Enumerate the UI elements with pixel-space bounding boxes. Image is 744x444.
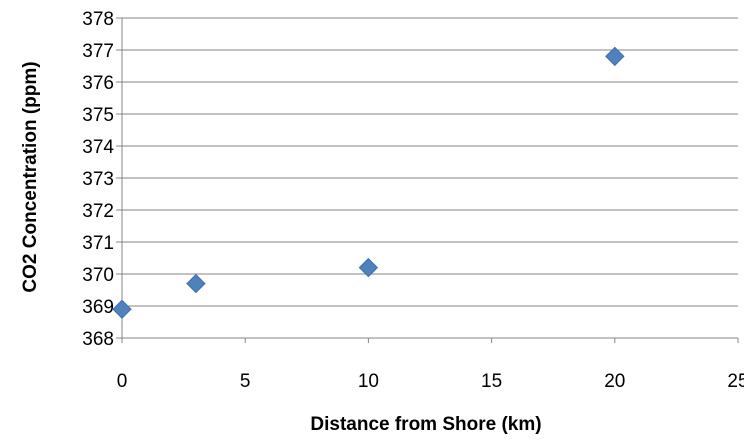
data-point-diamond <box>186 273 206 294</box>
y-tick-labels: 368 369 370 371 372 373 374 375 376 377 378 <box>82 9 114 350</box>
x-axis-title: Distance from Shore (km) <box>310 414 541 435</box>
y-tick-label: 373 <box>82 169 114 190</box>
y-tick-label: 377 <box>82 41 114 62</box>
x-tick-labels: 0 5 10 15 20 25 <box>117 371 744 392</box>
x-tick-label: 0 <box>117 371 128 392</box>
y-tick-label: 370 <box>82 265 114 286</box>
x-tick-label: 20 <box>604 371 625 392</box>
x-tick-label: 5 <box>240 371 251 392</box>
y-axis-title: CO2 Concentration (ppm) <box>20 61 41 292</box>
data-point-diamond <box>605 46 625 67</box>
axes <box>116 17 739 343</box>
x-tick-label: 15 <box>481 371 502 392</box>
x-tick-label: 25 <box>727 371 744 392</box>
y-tick-label: 375 <box>82 105 114 126</box>
y-tick-label: 368 <box>82 329 114 350</box>
data-point-diamond <box>112 299 132 319</box>
data-points <box>112 46 625 319</box>
y-tick-label: 371 <box>82 233 114 254</box>
data-point-diamond <box>358 257 379 278</box>
y-tick-label: 372 <box>82 201 114 222</box>
y-tick-label: 376 <box>82 73 114 94</box>
y-tick-label: 374 <box>82 137 114 158</box>
y-tick-label: 369 <box>82 297 114 318</box>
y-tick-label: 378 <box>82 9 114 30</box>
x-tick-label: 10 <box>358 371 379 392</box>
gridlines <box>122 17 738 307</box>
